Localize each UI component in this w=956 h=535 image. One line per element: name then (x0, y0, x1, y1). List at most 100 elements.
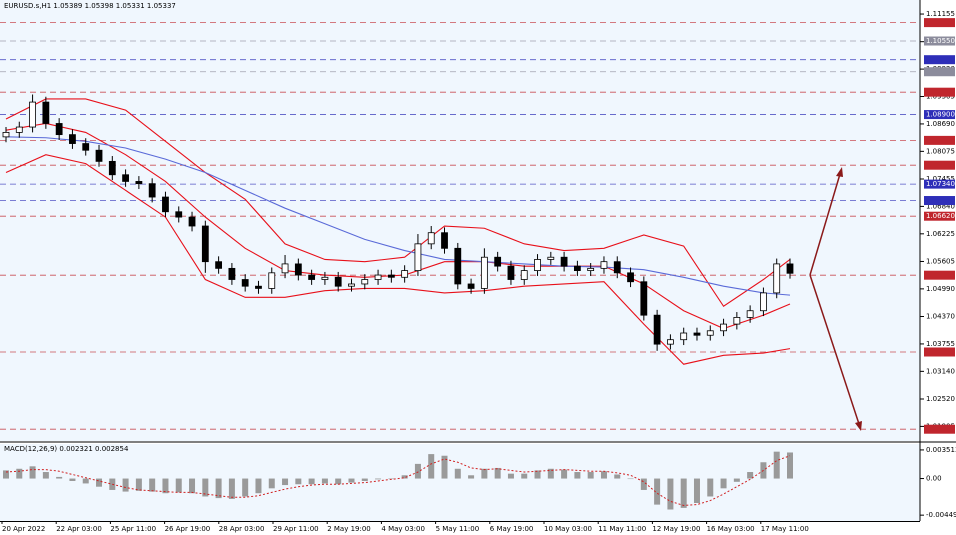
candle-body (547, 256, 555, 260)
candle-body (733, 317, 741, 325)
level-label-bg (924, 211, 955, 221)
candle-body (454, 247, 462, 285)
y-tick-label: 1.03755 (926, 340, 955, 348)
macd-bar (521, 473, 528, 479)
candle-body (427, 232, 435, 245)
macd-bar (600, 471, 607, 479)
candle-body (667, 339, 674, 345)
macd-bar (149, 478, 156, 492)
macd-bar (255, 478, 262, 494)
macd-bar (82, 478, 89, 484)
macd-bar (494, 467, 501, 479)
x-tick-label: 6 May 19:00 (490, 525, 534, 533)
x-tick-label: 29 Apr 11:00 (273, 525, 319, 533)
level-label-bg (924, 55, 955, 65)
y-tick-label: 1.02520 (926, 395, 955, 403)
x-tick-label: 17 May 11:00 (761, 525, 809, 533)
macd-bar (693, 478, 700, 503)
level-label-bg (924, 160, 955, 170)
arrow-head (855, 421, 862, 431)
macd-bar (375, 478, 382, 480)
candle-body (480, 256, 488, 289)
candle-body (228, 267, 236, 280)
x-tick-label: 4 May 03:00 (381, 525, 425, 533)
macd-bar (321, 478, 328, 484)
macd-bar (627, 478, 634, 480)
candle-body (268, 272, 276, 289)
indicator-line (5, 154, 791, 365)
candle-body (414, 243, 422, 271)
candle-body (693, 332, 701, 336)
y-tick-label: 1.06225 (926, 230, 955, 238)
macd-bar (468, 475, 475, 479)
candle-body (241, 279, 249, 287)
candle-body (494, 256, 502, 267)
level-label-bg (924, 270, 955, 280)
x-tick-label: 12 May 19:00 (652, 525, 700, 533)
candle-body (321, 276, 329, 280)
candle-body (706, 330, 714, 336)
x-tick-label: 10 May 03:00 (544, 525, 592, 533)
macd-bar (295, 478, 302, 485)
arrow-down (809, 274, 860, 425)
macd-bar (614, 474, 621, 479)
macd-bar (69, 478, 76, 481)
macd-bar (481, 468, 488, 479)
level-label: 1.07340 (926, 180, 955, 188)
macd-bar (667, 478, 674, 510)
macd-bar (42, 472, 49, 479)
candle-body (135, 181, 143, 185)
y-tick-label: 1.11155 (926, 10, 955, 18)
macd-bar (268, 478, 275, 489)
macd-bar (175, 478, 182, 493)
candle-body (653, 314, 661, 345)
indicator-line (5, 98, 791, 308)
candle-body (29, 101, 36, 128)
macd-bar (401, 475, 408, 479)
indicator-line (5, 136, 791, 296)
y-tick-label: 1.03140 (926, 367, 955, 375)
macd-bar (561, 469, 568, 479)
level-label-bg (924, 18, 955, 28)
macd-bar (640, 478, 647, 490)
candle-body (361, 279, 369, 285)
candle-body (162, 196, 169, 213)
candle-body (507, 265, 515, 280)
candle-body (387, 274, 395, 278)
candle-body (760, 292, 767, 312)
macd-bar (547, 468, 554, 479)
macd-bar (96, 478, 103, 487)
arrow-up (809, 173, 841, 276)
y-tick-label: 1.08690 (926, 120, 955, 128)
candle-body (587, 267, 595, 271)
candle-body (2, 132, 10, 138)
macd-y-tick-label: -0.004493 (926, 511, 956, 519)
macd-bar (122, 478, 129, 492)
candle-body (640, 281, 648, 316)
macd-bar (361, 478, 368, 481)
candle-body (401, 270, 409, 278)
level-label: 1.10550 (926, 37, 955, 45)
macd-bar (16, 468, 23, 479)
candle-body (520, 270, 528, 280)
candle-body (746, 310, 754, 318)
candle-body (122, 174, 129, 182)
x-tick-label: 11 May 11:00 (598, 525, 646, 533)
macd-bar (414, 463, 421, 479)
macd-bar (454, 468, 461, 479)
macd-y-tick-label: 0.003513 (926, 446, 956, 454)
x-tick-label: 28 Apr 03:00 (219, 525, 265, 533)
macd-bar (787, 452, 793, 479)
macd-bar (707, 478, 714, 497)
candle-body (720, 323, 727, 332)
arrow-head (836, 167, 843, 177)
candle-body (560, 256, 568, 267)
macd-y-tick-label: 0.00 (926, 475, 942, 483)
level-label: 1.08900 (926, 111, 955, 119)
candle-body (680, 332, 688, 341)
candle-body (627, 272, 634, 283)
candle-body (201, 225, 209, 263)
y-tick-label: 1.04370 (926, 313, 955, 321)
macd-bar (534, 470, 541, 479)
x-tick-label: 2 May 19:00 (327, 525, 371, 533)
